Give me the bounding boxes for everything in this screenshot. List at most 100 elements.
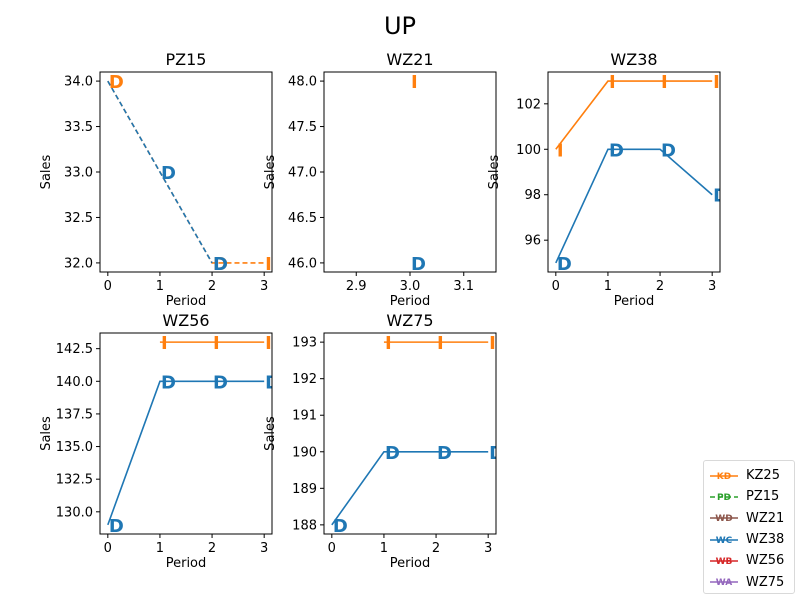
- y-tick-label: 96: [524, 234, 541, 249]
- series-line: [555, 148, 713, 264]
- point-marker: I: [265, 333, 272, 354]
- series-line: [331, 450, 489, 526]
- x-tick-label: 2: [208, 541, 216, 556]
- subplot-title: WZ38: [610, 50, 657, 69]
- subplot-title: WZ56: [162, 311, 209, 330]
- y-tick-label: 188: [292, 518, 317, 533]
- y-tick-label: 102: [516, 97, 541, 112]
- point-marker: I: [557, 140, 564, 161]
- legend-badge: KD: [717, 472, 731, 482]
- series-line: [107, 80, 213, 264]
- y-tick-label: 190: [292, 445, 317, 460]
- point-marker: I: [385, 333, 392, 354]
- y-tick-label: 33.0: [64, 166, 93, 181]
- point-marker: D: [411, 254, 426, 275]
- legend-item: WA WZ75: [704, 571, 794, 592]
- legend-swatch: WD: [710, 514, 738, 524]
- plot-area: ID: [411, 72, 426, 275]
- legend-label: WZ21: [746, 510, 785, 526]
- legend-item: WB WZ56: [704, 550, 794, 571]
- axes-frame: [99, 332, 273, 535]
- axes-frame: [323, 71, 497, 273]
- x-tick-label: 3: [260, 279, 268, 294]
- legend-item: WC WZ38: [704, 529, 794, 550]
- point-marker: D: [609, 140, 624, 161]
- point-marker: I: [661, 72, 668, 93]
- x-axis-label: Period: [166, 294, 207, 309]
- x-tick-label: 0: [328, 541, 336, 556]
- point-marker: D: [109, 72, 124, 93]
- y-axis-label: Sales: [263, 416, 278, 451]
- point-marker: I: [161, 333, 168, 354]
- y-tick-label: 48.0: [288, 75, 317, 90]
- legend-swatch: WC: [710, 536, 738, 546]
- x-tick-label: 2: [208, 279, 216, 294]
- y-tick-label: 191: [292, 409, 317, 424]
- y-tick-label: 46.5: [288, 211, 317, 226]
- y-tick-label: 135.0: [56, 440, 93, 455]
- subplot-wz38: WZ38 0 1 2 3 96 98 100 102 Period Sales I I I I D D D D: [487, 50, 721, 309]
- x-tick-label: 0: [104, 541, 112, 556]
- y-tick-label: 32.0: [64, 256, 93, 271]
- subplot-wz21: WZ21 2.9 3.0 3.1 46.0 46.5 47.0 47.5 48.0 Period S…: [263, 50, 497, 309]
- subplot-wz56: WZ56 0 1 2 3 130.0 132.5 135.0 137.5 140.0 142.5 Pe…: [39, 311, 273, 571]
- x-tick-label: 3.0: [400, 279, 421, 294]
- point-marker: D: [109, 516, 124, 537]
- point-marker: D: [385, 443, 400, 464]
- subplot-pz15: PZ15 0 1 2 3 32.0 32.5 33.0 33.5 34.0 Period Sales D…: [39, 50, 273, 309]
- figure-title: UP: [384, 12, 416, 40]
- point-marker: I: [713, 72, 720, 93]
- point-marker: D: [213, 372, 228, 393]
- point-marker: D: [557, 254, 572, 275]
- y-tick-label: 130.0: [56, 505, 93, 520]
- x-tick-label: 2.9: [346, 279, 367, 294]
- plot-area: DD IDD: [107, 72, 272, 275]
- x-tick-label: 0: [552, 279, 560, 294]
- x-axis-label: Period: [390, 556, 431, 571]
- y-tick-label: 32.5: [64, 211, 93, 226]
- subplot-title: PZ15: [166, 50, 207, 69]
- x-tick-label: 3: [260, 541, 268, 556]
- legend-badge: WD: [715, 514, 732, 524]
- x-axis-label: Period: [390, 294, 431, 309]
- x-tick-label: 1: [156, 279, 164, 294]
- subplot-title: WZ21: [386, 50, 433, 69]
- x-tick-label: 2: [432, 541, 440, 556]
- y-tick-label: 34.0: [64, 75, 93, 90]
- series-line: [107, 80, 265, 264]
- legend-label: WZ75: [746, 574, 785, 590]
- y-tick-label: 47.0: [288, 166, 317, 181]
- y-axis-label: Sales: [263, 154, 278, 189]
- legend-swatch: WB: [710, 557, 738, 567]
- legend-swatch: WA: [710, 578, 738, 588]
- point-marker: D: [437, 443, 452, 464]
- y-tick-label: 189: [292, 482, 317, 497]
- y-tick-label: 137.5: [56, 407, 93, 422]
- axes-frame: [99, 71, 273, 273]
- plot-area: I I I D D D D: [331, 333, 496, 537]
- point-marker: D: [213, 254, 228, 275]
- x-tick-label: 1: [380, 541, 388, 556]
- y-tick-label: 100: [516, 143, 541, 158]
- y-tick-label: 192: [292, 372, 317, 387]
- point-marker: D: [333, 516, 348, 537]
- y-tick-label: 142.5: [56, 342, 93, 357]
- point-marker: D: [161, 372, 176, 393]
- axes-frame: [323, 332, 497, 535]
- y-axis-label: Sales: [487, 154, 502, 189]
- point-marker: I: [213, 333, 220, 354]
- point-marker: I: [411, 72, 418, 93]
- point-marker: I: [609, 72, 616, 93]
- legend-item: WD WZ21: [704, 508, 794, 529]
- y-tick-label: 47.5: [288, 120, 317, 135]
- y-tick-label: 98: [524, 188, 541, 203]
- legend: KD KZ25 PD PZ15 WD WZ21 WC WZ38 WB WZ56 WA WZ75: [703, 460, 795, 594]
- legend-badge: WA: [716, 578, 733, 588]
- legend-swatch: PD: [710, 493, 738, 503]
- point-marker: D: [661, 140, 676, 161]
- point-marker: I: [489, 333, 496, 354]
- x-tick-label: 0: [104, 279, 112, 294]
- legend-badge: WC: [716, 536, 733, 546]
